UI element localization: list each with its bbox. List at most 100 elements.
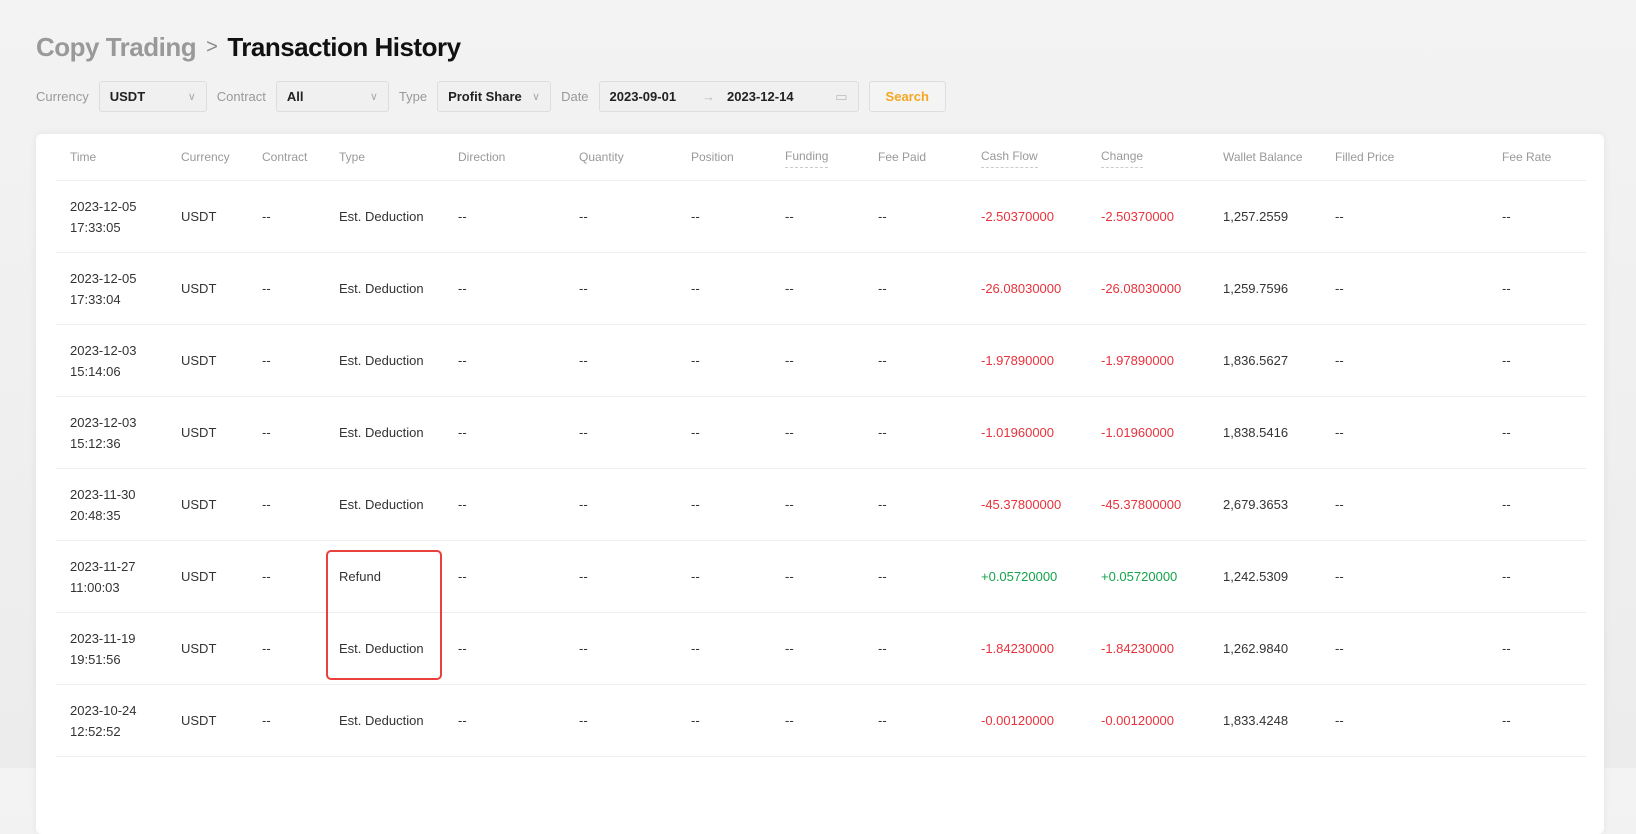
column-header-type: Type <box>339 149 366 164</box>
cell-funding: -- <box>785 353 794 368</box>
table-row[interactable]: 2023-12-05 17:33:04 USDT -- Est. Deduction --… <box>56 253 1586 325</box>
cell-position: -- <box>691 281 700 296</box>
column-header-position: Position <box>691 149 734 164</box>
cell-time: 2023-12-03 15:14:06 <box>70 325 137 396</box>
column-header-filled-price: Filled Price <box>1335 149 1395 164</box>
cell-date: 2023-12-03 <box>70 342 137 358</box>
cell-contract: -- <box>262 497 271 512</box>
cell-fee-rate: -- <box>1502 497 1511 512</box>
cell-type: Est. Deduction <box>339 641 424 656</box>
cell-direction: -- <box>458 281 467 296</box>
cell-funding: -- <box>785 209 794 224</box>
cell-fee-paid: -- <box>878 425 887 440</box>
date-to[interactable]: 2023-12-14 <box>727 89 794 104</box>
cell-direction: -- <box>458 713 467 728</box>
cell-change: -45.37800000 <box>1101 497 1182 512</box>
cell-cash-flow: -26.08030000 <box>981 281 1062 296</box>
cell-change: -26.08030000 <box>1101 281 1182 296</box>
cell-filled-price: -- <box>1335 713 1344 728</box>
table-row[interactable]: 2023-12-03 15:14:06 USDT -- Est. Deduction --… <box>56 325 1586 397</box>
cell-currency: USDT <box>181 353 217 368</box>
column-header-fee-paid: Fee Paid <box>878 149 927 164</box>
cell-direction: -- <box>458 353 467 368</box>
cell-quantity: -- <box>579 425 588 440</box>
cell-position: -- <box>691 641 700 656</box>
table-row[interactable]: 2023-11-27 11:00:03 USDT -- Refund -- -- -- -- --… <box>56 541 1586 613</box>
cell-cash-flow: +0.05720000 <box>981 569 1058 584</box>
cell-time: 15:14:06 <box>70 363 121 379</box>
cell-time: 20:48:35 <box>70 507 121 523</box>
cell-wallet-balance: 1,836.5627 <box>1223 353 1289 368</box>
cell-time: 12:52:52 <box>70 723 121 739</box>
cell-direction: -- <box>458 569 467 584</box>
table-row[interactable]: 2023-12-05 17:33:05 USDT -- Est. Deduction --… <box>56 181 1586 253</box>
cell-fee-paid: -- <box>878 209 887 224</box>
cell-date: 2023-12-05 <box>70 270 137 286</box>
cell-filled-price: -- <box>1335 209 1344 224</box>
cell-filled-price: -- <box>1335 353 1344 368</box>
table-row[interactable]: 2023-12-03 15:12:36 USDT -- Est. Deduction --… <box>56 397 1586 469</box>
cell-type: Est. Deduction <box>339 425 424 440</box>
search-button[interactable]: Search <box>868 81 946 112</box>
cell-wallet-balance: 2,679.3653 <box>1223 497 1289 512</box>
cell-date: 2023-12-03 <box>70 414 137 430</box>
type-value: Profit Share <box>448 89 522 104</box>
cell-type: Est. Deduction <box>339 353 424 368</box>
header-cell: Type <box>339 134 365 180</box>
date-range-picker[interactable]: 2023-09-01 → 2023-12-14 ▭ <box>598 81 859 112</box>
cell-type: Est. Deduction <box>339 497 424 512</box>
date-from[interactable]: 2023-09-01 <box>609 89 677 104</box>
contract-value: All <box>286 89 304 104</box>
type-select[interactable]: Profit Share ∨ <box>437 81 552 112</box>
cell-contract: -- <box>262 569 271 584</box>
cell-currency: USDT <box>181 497 217 512</box>
arrow-right-icon: → <box>702 89 716 104</box>
cell-quantity: -- <box>579 209 588 224</box>
cell-fee-paid: -- <box>878 497 887 512</box>
cell-date: 2023-12-05 <box>70 198 137 214</box>
cell-fee-rate: -- <box>1502 209 1511 224</box>
table-row[interactable]: 2023-11-19 19:51:56 USDT -- Est. Deduction --… <box>56 613 1586 685</box>
cell-quantity: -- <box>579 497 588 512</box>
cell-funding: -- <box>785 497 794 512</box>
transaction-table: Time Currency Contract Type Direction Quantit… <box>36 134 1604 834</box>
cell-wallet-balance: 1,838.5416 <box>1223 425 1289 440</box>
column-header-cash-flow: Cash Flow <box>981 146 1038 168</box>
breadcrumb-separator: > <box>206 36 218 58</box>
cell-contract: -- <box>262 353 271 368</box>
header-cell: Fee Rate <box>1502 134 1551 180</box>
cell-change: -1.97890000 <box>1101 353 1175 368</box>
table-row[interactable]: 2023-11-30 20:48:35 USDT -- Est. Deduction --… <box>56 469 1586 541</box>
cell-time: 2023-11-19 19:51:56 <box>70 613 136 684</box>
table-row[interactable]: 2023-10-24 12:52:52 USDT -- Est. Deduction --… <box>56 685 1586 757</box>
cell-time: 2023-10-24 12:52:52 <box>70 685 137 756</box>
table-header: Time Currency Contract Type Direction Quantit… <box>56 134 1586 181</box>
cell-funding: -- <box>785 569 794 584</box>
breadcrumb: Copy Trading > Transaction History <box>36 32 461 63</box>
cell-quantity: -- <box>579 353 588 368</box>
cell-currency: USDT <box>181 641 217 656</box>
date-label: Date <box>561 89 589 104</box>
cell-filled-price: -- <box>1335 425 1344 440</box>
cell-contract: -- <box>262 641 271 656</box>
currency-select[interactable]: USDT ∨ <box>98 81 207 112</box>
cell-wallet-balance: 1,242.5309 <box>1223 569 1289 584</box>
header-cell: Cash Flow <box>981 134 1038 180</box>
cell-position: -- <box>691 497 700 512</box>
cell-funding: -- <box>785 425 794 440</box>
header-cell: Currency <box>181 134 230 180</box>
cell-date: 2023-10-24 <box>70 702 137 718</box>
cell-time: 17:33:05 <box>70 219 121 235</box>
contract-select[interactable]: All ∨ <box>275 81 389 112</box>
calendar-icon: ▭ <box>835 88 848 104</box>
cell-direction: -- <box>458 497 467 512</box>
cell-time: 2023-11-30 20:48:35 <box>70 469 136 540</box>
header-cell: Direction <box>458 134 505 180</box>
breadcrumb-copy-trading[interactable]: Copy Trading <box>36 32 197 62</box>
filter-bar: Currency USDT ∨ Contract All ∨ Type Profit… <box>36 81 946 112</box>
header-cell: Wallet Balance <box>1223 134 1303 180</box>
cell-change: +0.05720000 <box>1101 569 1178 584</box>
cell-time: 15:12:36 <box>70 435 121 451</box>
cell-quantity: -- <box>579 641 588 656</box>
cell-funding: -- <box>785 641 794 656</box>
